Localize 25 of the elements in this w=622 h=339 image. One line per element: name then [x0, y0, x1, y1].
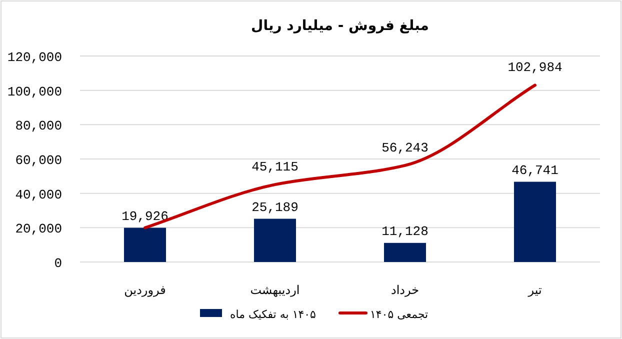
- y-tick-label: 100,000: [7, 84, 62, 100]
- data-label: 11,128: [382, 224, 428, 239]
- y-tick-label: 80,000: [15, 118, 62, 134]
- chart-title: مبلغ فروش - میلیارد ریال: [251, 18, 429, 34]
- x-tick-label: خرداد: [390, 283, 420, 297]
- y-tick-label: 0: [54, 256, 62, 271]
- legend-label: ۱۴۰۵ به تفکیک ماه: [230, 308, 316, 321]
- data-label: 56,243: [382, 140, 428, 156]
- data-label: 45,115: [252, 160, 298, 175]
- y-tick-label: 40,000: [15, 187, 62, 202]
- x-tick-label: اردیبهشت: [250, 283, 300, 297]
- y-tick-label: 60,000: [15, 153, 62, 168]
- bar: [254, 218, 296, 262]
- legend-label: تجمعی ۱۴۰۵: [370, 308, 428, 321]
- data-label: 102,984: [508, 60, 563, 76]
- bar: [124, 228, 166, 262]
- bar: [514, 182, 556, 262]
- data-label: 46,741: [512, 162, 559, 178]
- y-tick-label: 20,000: [15, 222, 62, 237]
- data-label: 25,189: [252, 200, 298, 215]
- data-label: 19,926: [122, 208, 168, 224]
- x-tick-label: فروردین: [124, 283, 166, 297]
- y-tick-label: 120,000: [7, 50, 62, 65]
- x-tick-label: تیر: [527, 283, 542, 297]
- bar: [384, 242, 426, 262]
